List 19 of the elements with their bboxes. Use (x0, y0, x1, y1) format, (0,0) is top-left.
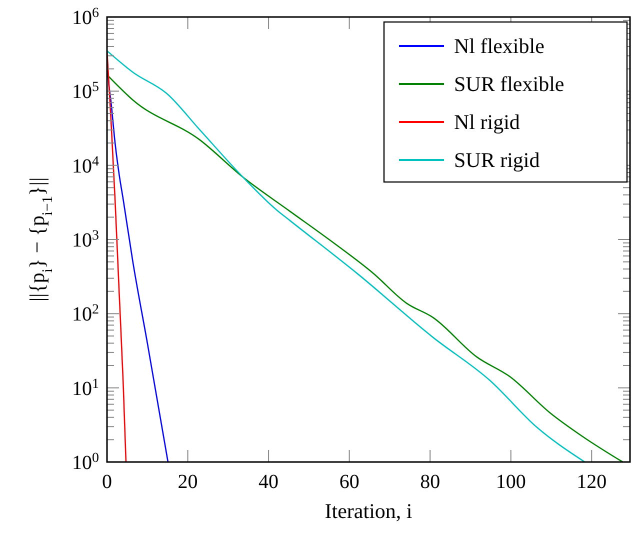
y-tick-label: 10$^{4}$ (72, 154, 99, 178)
legend-label: SUR rigid (454, 148, 540, 172)
y-tick-label: 10$^{2}$ (72, 302, 99, 326)
legend-label: Nl flexible (454, 34, 544, 58)
x-tick-label: 80 (420, 471, 440, 493)
legend-label: Nl rigid (454, 110, 520, 134)
x-tick-label: 40 (258, 471, 279, 493)
x-tick-label: 100 (496, 471, 526, 493)
y-tick-label: 10$^{1}$ (72, 376, 99, 400)
legend-label: SUR flexible (454, 72, 564, 96)
y-tick-label: 10$^{6}$ (72, 6, 99, 29)
y-tick-label: 10$^{3}$ (72, 228, 99, 252)
x-tick-label: 120 (576, 471, 607, 493)
x-tick-label: 60 (339, 471, 360, 493)
y-tick-label: 10$^{5}$ (72, 80, 99, 104)
x-axis-title: Iteration, i (324, 499, 412, 523)
x-tick-label: 0 (102, 471, 112, 493)
y-tick-label: 10$^{0}$ (72, 450, 99, 474)
x-tick-label: 20 (178, 471, 198, 493)
